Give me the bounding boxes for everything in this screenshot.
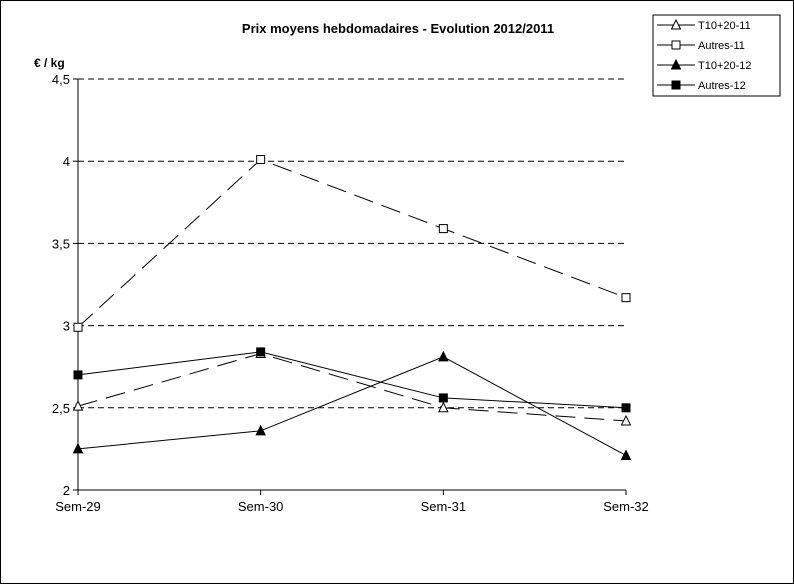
grid-lines	[78, 78, 626, 409]
y-tick-label: 4	[63, 154, 70, 169]
legend-label: Autres-12	[698, 80, 746, 92]
point-marker	[256, 155, 266, 165]
point-marker	[256, 347, 266, 357]
legend-entry: T10+20-11	[657, 18, 751, 32]
point-marker	[621, 403, 631, 413]
point-marker	[438, 401, 449, 413]
point-marker	[671, 80, 681, 90]
legend-label: Autres-11	[698, 40, 745, 52]
series-autres-12	[73, 347, 631, 413]
legend-label: T10+20-12	[698, 60, 752, 72]
y-tick-label: 4,5	[52, 72, 70, 87]
series-line	[77, 356, 627, 456]
y-tick-label: 2	[63, 483, 70, 498]
point-marker	[73, 370, 83, 380]
point-marker	[671, 40, 681, 50]
legend-entry: Autres-11	[657, 40, 745, 52]
x-axis-ticks: Sem-29 Sem-30 Sem-31 Sem-32	[55, 490, 649, 514]
series-line	[77, 353, 627, 422]
series-t10-20-11	[72, 347, 632, 426]
y-tick-label: 3,5	[52, 236, 70, 251]
point-marker	[670, 18, 682, 30]
legend-label: T10+20-11	[698, 20, 751, 32]
point-marker	[255, 424, 266, 436]
point-marker	[438, 393, 448, 403]
y-axis-unit-label: € / kg	[34, 56, 65, 70]
legend-entry: T10+20-12	[657, 58, 752, 72]
point-marker	[73, 322, 83, 332]
series-t10-20-12	[72, 350, 632, 460]
point-marker	[72, 442, 84, 454]
point-marker	[438, 224, 448, 234]
chart-title: Prix moyens hebdomadaires - Evolution 20…	[242, 21, 554, 36]
x-tick-label: Sem-29	[55, 499, 101, 514]
series-lines	[72, 155, 632, 460]
point-marker	[621, 293, 631, 303]
x-tick-label: Sem-30	[238, 499, 284, 514]
legend-entry: Autres-12	[657, 80, 746, 92]
series-line	[77, 351, 627, 409]
axes	[77, 79, 626, 491]
x-tick-label: Sem-31	[421, 499, 467, 514]
point-marker	[620, 414, 632, 426]
x-tick-label: Sem-32	[603, 499, 649, 514]
series-line	[77, 158, 627, 328]
point-marker	[72, 400, 84, 411]
y-axis-ticks: 2 2,5 3 3,5 4 4,5	[52, 72, 78, 498]
legend: T10+20-11 Autres-11 T10+20-12 Autres-12	[652, 14, 781, 97]
y-tick-label: 3	[63, 319, 70, 334]
series-autres-11	[73, 155, 631, 332]
point-marker	[438, 350, 449, 362]
y-tick-label: 2,5	[52, 401, 70, 416]
point-marker	[670, 58, 682, 70]
point-marker	[620, 449, 632, 460]
